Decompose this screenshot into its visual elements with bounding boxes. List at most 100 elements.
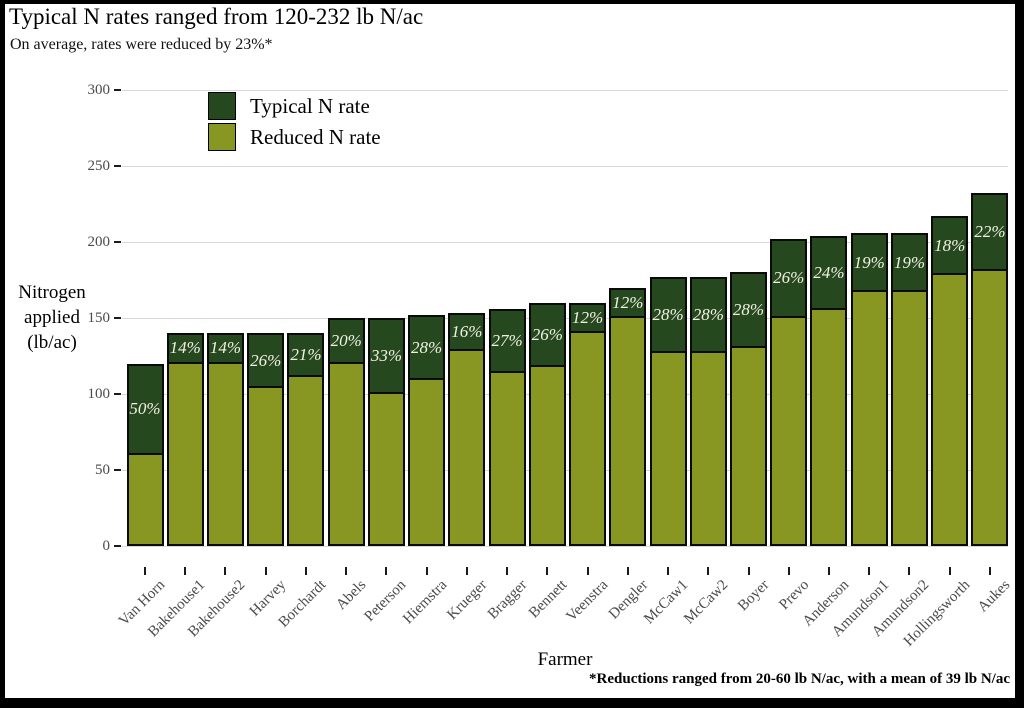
y-tick-mark bbox=[114, 165, 121, 167]
bar-segment-typical bbox=[448, 313, 486, 352]
x-tick-mark bbox=[948, 567, 951, 575]
bar-reduction-label: 27% bbox=[491, 330, 523, 350]
x-tick-mark bbox=[908, 567, 911, 575]
x-axis-title: Farmer bbox=[537, 649, 593, 670]
bar-segment-typical bbox=[287, 333, 325, 378]
bar-segment-reduced bbox=[770, 318, 808, 546]
x-tick-mark bbox=[787, 567, 790, 575]
bar-segment-reduced bbox=[569, 333, 607, 546]
x-tick-mark bbox=[465, 567, 468, 575]
frame-border-right bbox=[1015, 0, 1024, 708]
bar-segment-typical bbox=[367, 318, 405, 394]
x-tick-mark bbox=[626, 567, 629, 575]
bar-segment-reduced bbox=[126, 454, 164, 546]
x-tick-mark bbox=[304, 567, 307, 575]
bar-reduction-label: 26% bbox=[250, 350, 282, 370]
bar-segment-reduced bbox=[327, 363, 365, 546]
gridline-y-0 bbox=[122, 545, 1008, 547]
y-tick-label: 200 bbox=[87, 234, 111, 250]
frame-border-left bbox=[0, 0, 5, 708]
bar-reduction-label: 28% bbox=[692, 304, 724, 324]
y-tick-label: 150 bbox=[87, 310, 111, 326]
bar-segment-reduced bbox=[730, 348, 768, 546]
bar-segment-reduced bbox=[408, 380, 446, 546]
legend-swatch-reduced bbox=[208, 123, 236, 151]
x-tick-mark bbox=[667, 567, 670, 575]
legend-swatch-typical bbox=[208, 92, 236, 120]
bar-segment-typical bbox=[166, 333, 204, 364]
bar-segment-typical bbox=[649, 276, 687, 353]
bar-segment-typical bbox=[971, 193, 1009, 271]
x-tick-mark bbox=[707, 567, 710, 575]
bar-reduction-label: 28% bbox=[411, 337, 443, 357]
bar-segment-typical bbox=[528, 302, 566, 367]
bar-segment-reduced bbox=[488, 372, 526, 546]
x-tick-mark bbox=[425, 567, 428, 575]
bar-reduction-label: 16% bbox=[451, 322, 483, 342]
x-tick-mark bbox=[586, 567, 589, 575]
y-tick-label: 250 bbox=[87, 158, 111, 174]
y-axis-title-line3: (lb/ac) bbox=[27, 332, 77, 353]
bar-segment-reduced bbox=[528, 366, 566, 546]
bar-segment-reduced bbox=[810, 310, 848, 546]
x-tick-mark bbox=[868, 567, 871, 575]
bar-segment-typical bbox=[770, 238, 808, 318]
x-tick-mark bbox=[546, 567, 549, 575]
bar-segment-typical bbox=[408, 314, 446, 381]
bar-segment-typical bbox=[247, 333, 285, 388]
bar-reduction-label: 28% bbox=[652, 304, 684, 324]
bar-segment-typical bbox=[810, 235, 848, 311]
bar-segment-typical bbox=[730, 272, 768, 349]
bar-reduction-label: 33% bbox=[370, 346, 402, 365]
bar-reduction-label: 12% bbox=[612, 292, 644, 312]
gridline-y-200 bbox=[122, 241, 1008, 243]
y-tick-mark bbox=[114, 89, 121, 91]
y-tick-mark bbox=[114, 317, 121, 319]
bar-segment-typical bbox=[488, 308, 526, 373]
x-tick-mark bbox=[224, 567, 227, 575]
bar-reduction-label: 22% bbox=[974, 222, 1006, 242]
bar-reduction-label: 50% bbox=[129, 399, 161, 419]
bar-reduction-label: 24% bbox=[813, 263, 845, 283]
bar-reduction-label: 14% bbox=[169, 338, 201, 358]
bar-segment-reduced bbox=[890, 292, 928, 546]
bar-reduction-label: 18% bbox=[934, 235, 966, 255]
y-tick-label: 100 bbox=[87, 386, 111, 402]
gridline-y-300 bbox=[122, 89, 1008, 91]
bar-segment-typical bbox=[126, 363, 164, 455]
x-tick-mark bbox=[988, 567, 991, 575]
y-tick-mark bbox=[114, 469, 121, 471]
legend-item-reduced: Reduced N rate bbox=[208, 123, 381, 151]
y-axis-title-line2: applied bbox=[24, 307, 80, 328]
y-tick-mark bbox=[114, 241, 121, 243]
bar-segment-typical bbox=[609, 287, 647, 318]
bar-segment-reduced bbox=[448, 351, 486, 546]
x-tick-mark bbox=[506, 567, 509, 575]
bar-segment-typical bbox=[931, 216, 969, 276]
bar-reduction-label: 26% bbox=[531, 324, 563, 344]
x-tick-mark bbox=[747, 567, 750, 575]
y-tick-mark bbox=[114, 545, 121, 547]
bar-segment-typical bbox=[890, 232, 928, 293]
bar-segment-reduced bbox=[689, 352, 727, 546]
bar-reduction-label: 20% bbox=[330, 330, 362, 350]
bar-reduction-label: 12% bbox=[571, 308, 604, 327]
y-tick-mark bbox=[114, 393, 121, 395]
chart-title: Typical N rates ranged from 120-232 lb N… bbox=[9, 4, 424, 29]
x-tick-mark bbox=[385, 567, 388, 575]
footnote: *Reductions ranged from 20-60 lb N/ac, w… bbox=[589, 671, 1010, 687]
y-axis-title: Nitrogen applied (lb/ac) bbox=[4, 280, 100, 355]
frame-border-top bbox=[0, 0, 1024, 4]
legend: Typical N rate Reduced N rate bbox=[208, 92, 381, 154]
bar-segment-reduced bbox=[609, 318, 647, 546]
bar-segment-reduced bbox=[206, 363, 244, 546]
x-tick-mark bbox=[144, 567, 146, 575]
bar-segment-typical bbox=[206, 333, 244, 364]
bar-segment-reduced bbox=[931, 275, 969, 546]
bar-segment-reduced bbox=[971, 270, 1009, 546]
bar-segment-reduced bbox=[287, 377, 325, 546]
bar-segment-reduced bbox=[166, 363, 204, 546]
frame-border-bottom bbox=[0, 698, 1024, 708]
